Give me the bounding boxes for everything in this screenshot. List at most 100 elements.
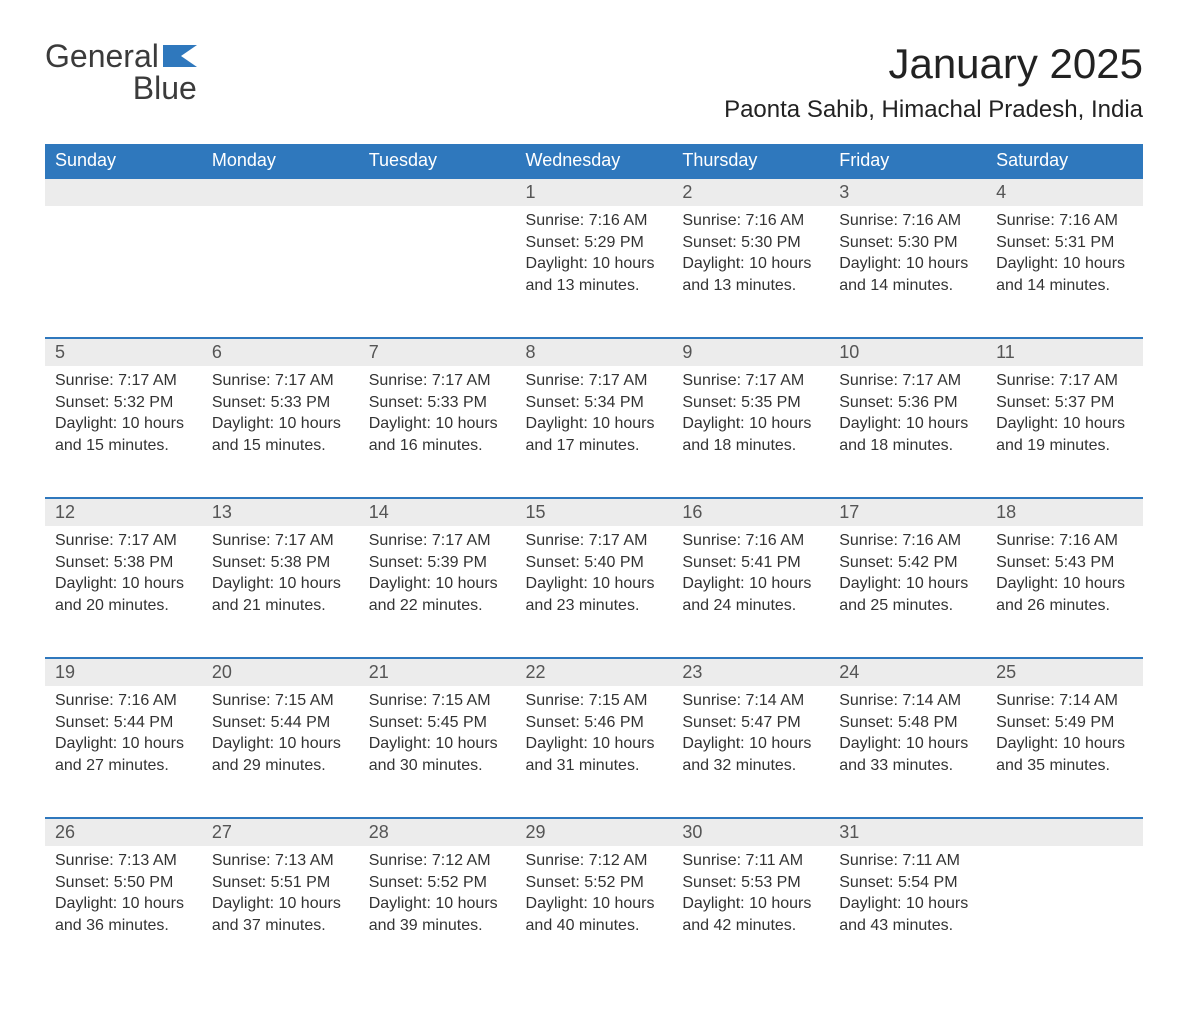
sunset-value: 5:52 PM	[427, 874, 487, 891]
sunrise-label: Sunrise:	[682, 532, 741, 549]
sunrise-label: Sunrise:	[839, 532, 898, 549]
sunrise-value: 7:17 AM	[589, 532, 648, 549]
day-number: 8	[516, 338, 673, 366]
day-cell: Sunrise: 7:11 AMSunset: 5:53 PMDaylight:…	[672, 846, 829, 978]
flag-icon	[163, 45, 197, 72]
daylight-label: Daylight:	[55, 575, 117, 592]
day-cell: Sunrise: 7:13 AMSunset: 5:51 PMDaylight:…	[202, 846, 359, 978]
day-cell: Sunrise: 7:17 AMSunset: 5:33 PMDaylight:…	[202, 366, 359, 498]
sunrise-value: 7:15 AM	[432, 692, 491, 709]
empty-cell	[986, 818, 1143, 846]
sunrise-label: Sunrise:	[839, 852, 898, 869]
sunrise-label: Sunrise:	[839, 212, 898, 229]
sunrise-value: 7:15 AM	[275, 692, 334, 709]
day-cell: Sunrise: 7:12 AMSunset: 5:52 PMDaylight:…	[516, 846, 673, 978]
sunset-label: Sunset:	[996, 714, 1050, 731]
daylight-label: Daylight:	[369, 575, 431, 592]
sunrise-label: Sunrise:	[996, 692, 1055, 709]
sunrise-value: 7:16 AM	[589, 212, 648, 229]
weekday-header: Wednesday	[516, 144, 673, 178]
sunset-value: 5:51 PM	[271, 874, 331, 891]
sunrise-label: Sunrise:	[526, 372, 585, 389]
weekday-header: Tuesday	[359, 144, 516, 178]
sunset-value: 5:44 PM	[271, 714, 331, 731]
sunset-value: 5:47 PM	[741, 714, 801, 731]
weekday-header: Thursday	[672, 144, 829, 178]
daylight-label: Daylight:	[839, 255, 901, 272]
sunrise-label: Sunrise:	[369, 532, 428, 549]
day-number: 28	[359, 818, 516, 846]
day-cell: Sunrise: 7:16 AMSunset: 5:30 PMDaylight:…	[672, 206, 829, 338]
daylight-label: Daylight:	[682, 735, 744, 752]
day-number: 7	[359, 338, 516, 366]
sunset-value: 5:52 PM	[584, 874, 644, 891]
sunrise-value: 7:11 AM	[746, 852, 804, 869]
daylight-label: Daylight:	[839, 895, 901, 912]
sunrise-label: Sunrise:	[212, 852, 271, 869]
daylight-label: Daylight:	[839, 415, 901, 432]
day-number: 24	[829, 658, 986, 686]
sunrise-value: 7:17 AM	[118, 532, 177, 549]
sunset-value: 5:49 PM	[1055, 714, 1115, 731]
brand-logo: General Blue	[45, 40, 197, 104]
day-number: 11	[986, 338, 1143, 366]
daylight-label: Daylight:	[526, 255, 588, 272]
brand-part2: Blue	[45, 72, 197, 104]
sunrise-label: Sunrise:	[682, 372, 741, 389]
sunrise-value: 7:17 AM	[746, 372, 805, 389]
day-cell: Sunrise: 7:16 AMSunset: 5:43 PMDaylight:…	[986, 526, 1143, 658]
sunrise-value: 7:17 AM	[1059, 372, 1118, 389]
sunrise-label: Sunrise:	[526, 852, 585, 869]
sunset-label: Sunset:	[526, 714, 580, 731]
sunset-value: 5:33 PM	[271, 394, 331, 411]
sunset-label: Sunset:	[369, 394, 423, 411]
empty-cell	[202, 178, 359, 206]
day-cell: Sunrise: 7:17 AMSunset: 5:32 PMDaylight:…	[45, 366, 202, 498]
sunrise-value: 7:14 AM	[902, 692, 961, 709]
weekday-header: Sunday	[45, 144, 202, 178]
day-number: 29	[516, 818, 673, 846]
sunrise-label: Sunrise:	[55, 532, 114, 549]
sunrise-value: 7:16 AM	[746, 212, 805, 229]
day-cell: Sunrise: 7:14 AMSunset: 5:49 PMDaylight:…	[986, 686, 1143, 818]
location-subtitle: Paonta Sahib, Himachal Pradesh, India	[724, 96, 1143, 124]
sunset-value: 5:54 PM	[898, 874, 958, 891]
day-number: 4	[986, 178, 1143, 206]
day-number: 2	[672, 178, 829, 206]
daylight-label: Daylight:	[526, 735, 588, 752]
sunrise-value: 7:17 AM	[902, 372, 961, 389]
sunset-value: 5:42 PM	[898, 554, 958, 571]
daycontent-row: Sunrise: 7:17 AMSunset: 5:32 PMDaylight:…	[45, 366, 1143, 498]
sunset-value: 5:34 PM	[584, 394, 644, 411]
day-cell: Sunrise: 7:17 AMSunset: 5:35 PMDaylight:…	[672, 366, 829, 498]
day-number: 26	[45, 818, 202, 846]
sunrise-label: Sunrise:	[369, 372, 428, 389]
sunset-value: 5:36 PM	[898, 394, 958, 411]
sunset-value: 5:39 PM	[427, 554, 487, 571]
day-number: 18	[986, 498, 1143, 526]
daylight-label: Daylight:	[369, 415, 431, 432]
empty-cell	[45, 178, 202, 206]
day-cell: Sunrise: 7:13 AMSunset: 5:50 PMDaylight:…	[45, 846, 202, 978]
sunset-label: Sunset:	[55, 714, 109, 731]
day-cell: Sunrise: 7:15 AMSunset: 5:44 PMDaylight:…	[202, 686, 359, 818]
day-cell: Sunrise: 7:15 AMSunset: 5:45 PMDaylight:…	[359, 686, 516, 818]
day-number: 5	[45, 338, 202, 366]
day-cell: Sunrise: 7:17 AMSunset: 5:38 PMDaylight:…	[202, 526, 359, 658]
day-number: 22	[516, 658, 673, 686]
sunset-label: Sunset:	[682, 554, 736, 571]
sunrise-value: 7:13 AM	[118, 852, 177, 869]
daylight-label: Daylight:	[839, 735, 901, 752]
daylight-label: Daylight:	[526, 575, 588, 592]
day-number: 16	[672, 498, 829, 526]
sunset-value: 5:38 PM	[114, 554, 174, 571]
sunrise-value: 7:17 AM	[432, 372, 491, 389]
day-cell: Sunrise: 7:12 AMSunset: 5:52 PMDaylight:…	[359, 846, 516, 978]
sunset-label: Sunset:	[526, 554, 580, 571]
day-number: 17	[829, 498, 986, 526]
day-cell: Sunrise: 7:16 AMSunset: 5:31 PMDaylight:…	[986, 206, 1143, 338]
sunrise-label: Sunrise:	[369, 852, 428, 869]
sunrise-value: 7:12 AM	[589, 852, 648, 869]
sunset-value: 5:30 PM	[741, 234, 801, 251]
calendar-table: SundayMondayTuesdayWednesdayThursdayFrid…	[45, 144, 1143, 978]
